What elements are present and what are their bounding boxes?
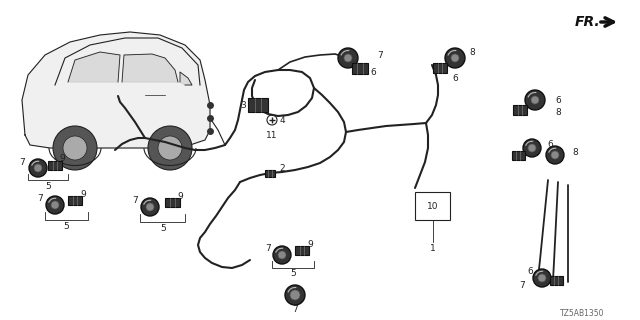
Text: 7: 7 (265, 244, 271, 252)
Text: 6: 6 (555, 95, 561, 105)
FancyBboxPatch shape (68, 196, 82, 204)
Text: 6: 6 (370, 68, 376, 76)
Circle shape (531, 96, 539, 104)
Circle shape (158, 136, 182, 160)
Circle shape (445, 48, 465, 68)
Circle shape (34, 164, 42, 172)
Text: TZ5AB1350: TZ5AB1350 (560, 309, 605, 318)
Text: 11: 11 (266, 131, 278, 140)
FancyBboxPatch shape (433, 63, 447, 73)
Circle shape (285, 285, 305, 305)
Polygon shape (22, 32, 210, 148)
Circle shape (148, 126, 192, 170)
FancyBboxPatch shape (352, 62, 368, 74)
Text: 7: 7 (132, 196, 138, 204)
Text: 6: 6 (527, 268, 533, 276)
Text: 7: 7 (519, 281, 525, 290)
Text: FR.: FR. (575, 15, 600, 29)
Text: 5: 5 (45, 181, 51, 190)
Circle shape (51, 201, 59, 209)
Text: 9: 9 (80, 189, 86, 198)
Text: 7: 7 (19, 157, 25, 166)
Text: 1: 1 (429, 244, 435, 252)
Text: 8: 8 (469, 47, 475, 57)
FancyBboxPatch shape (511, 150, 525, 159)
FancyBboxPatch shape (265, 170, 275, 177)
Circle shape (551, 151, 559, 159)
Circle shape (146, 203, 154, 211)
Text: 9: 9 (59, 154, 65, 163)
Text: 9: 9 (177, 191, 183, 201)
Circle shape (546, 146, 564, 164)
Text: 8: 8 (572, 148, 578, 156)
FancyBboxPatch shape (164, 197, 179, 206)
Circle shape (63, 136, 87, 160)
Circle shape (344, 54, 352, 62)
Circle shape (290, 290, 300, 300)
Text: 7: 7 (377, 51, 383, 60)
Circle shape (538, 274, 546, 282)
FancyBboxPatch shape (248, 98, 268, 112)
Circle shape (46, 196, 64, 214)
Text: 4: 4 (279, 116, 285, 124)
Text: 10: 10 (427, 202, 438, 211)
Circle shape (278, 251, 286, 259)
Text: 9: 9 (307, 239, 313, 249)
Text: 5: 5 (290, 269, 296, 278)
FancyBboxPatch shape (48, 161, 62, 170)
Text: 6: 6 (547, 140, 553, 148)
Circle shape (451, 54, 459, 62)
FancyBboxPatch shape (550, 276, 563, 284)
Circle shape (525, 90, 545, 110)
Text: 5: 5 (63, 221, 69, 230)
Circle shape (533, 269, 551, 287)
Polygon shape (122, 54, 178, 82)
FancyBboxPatch shape (295, 245, 309, 254)
Circle shape (141, 198, 159, 216)
Circle shape (29, 159, 47, 177)
Text: 8: 8 (555, 108, 561, 116)
Polygon shape (180, 72, 192, 85)
Polygon shape (68, 52, 120, 82)
Text: 7: 7 (37, 194, 43, 203)
Circle shape (523, 139, 541, 157)
Text: 2: 2 (279, 164, 285, 172)
Circle shape (53, 126, 97, 170)
Circle shape (273, 246, 291, 264)
Text: 3: 3 (240, 100, 246, 109)
Text: 5: 5 (160, 223, 166, 233)
Circle shape (338, 48, 358, 68)
Circle shape (528, 144, 536, 152)
FancyBboxPatch shape (513, 105, 527, 115)
Text: 7: 7 (292, 306, 298, 315)
Text: 6: 6 (452, 74, 458, 83)
